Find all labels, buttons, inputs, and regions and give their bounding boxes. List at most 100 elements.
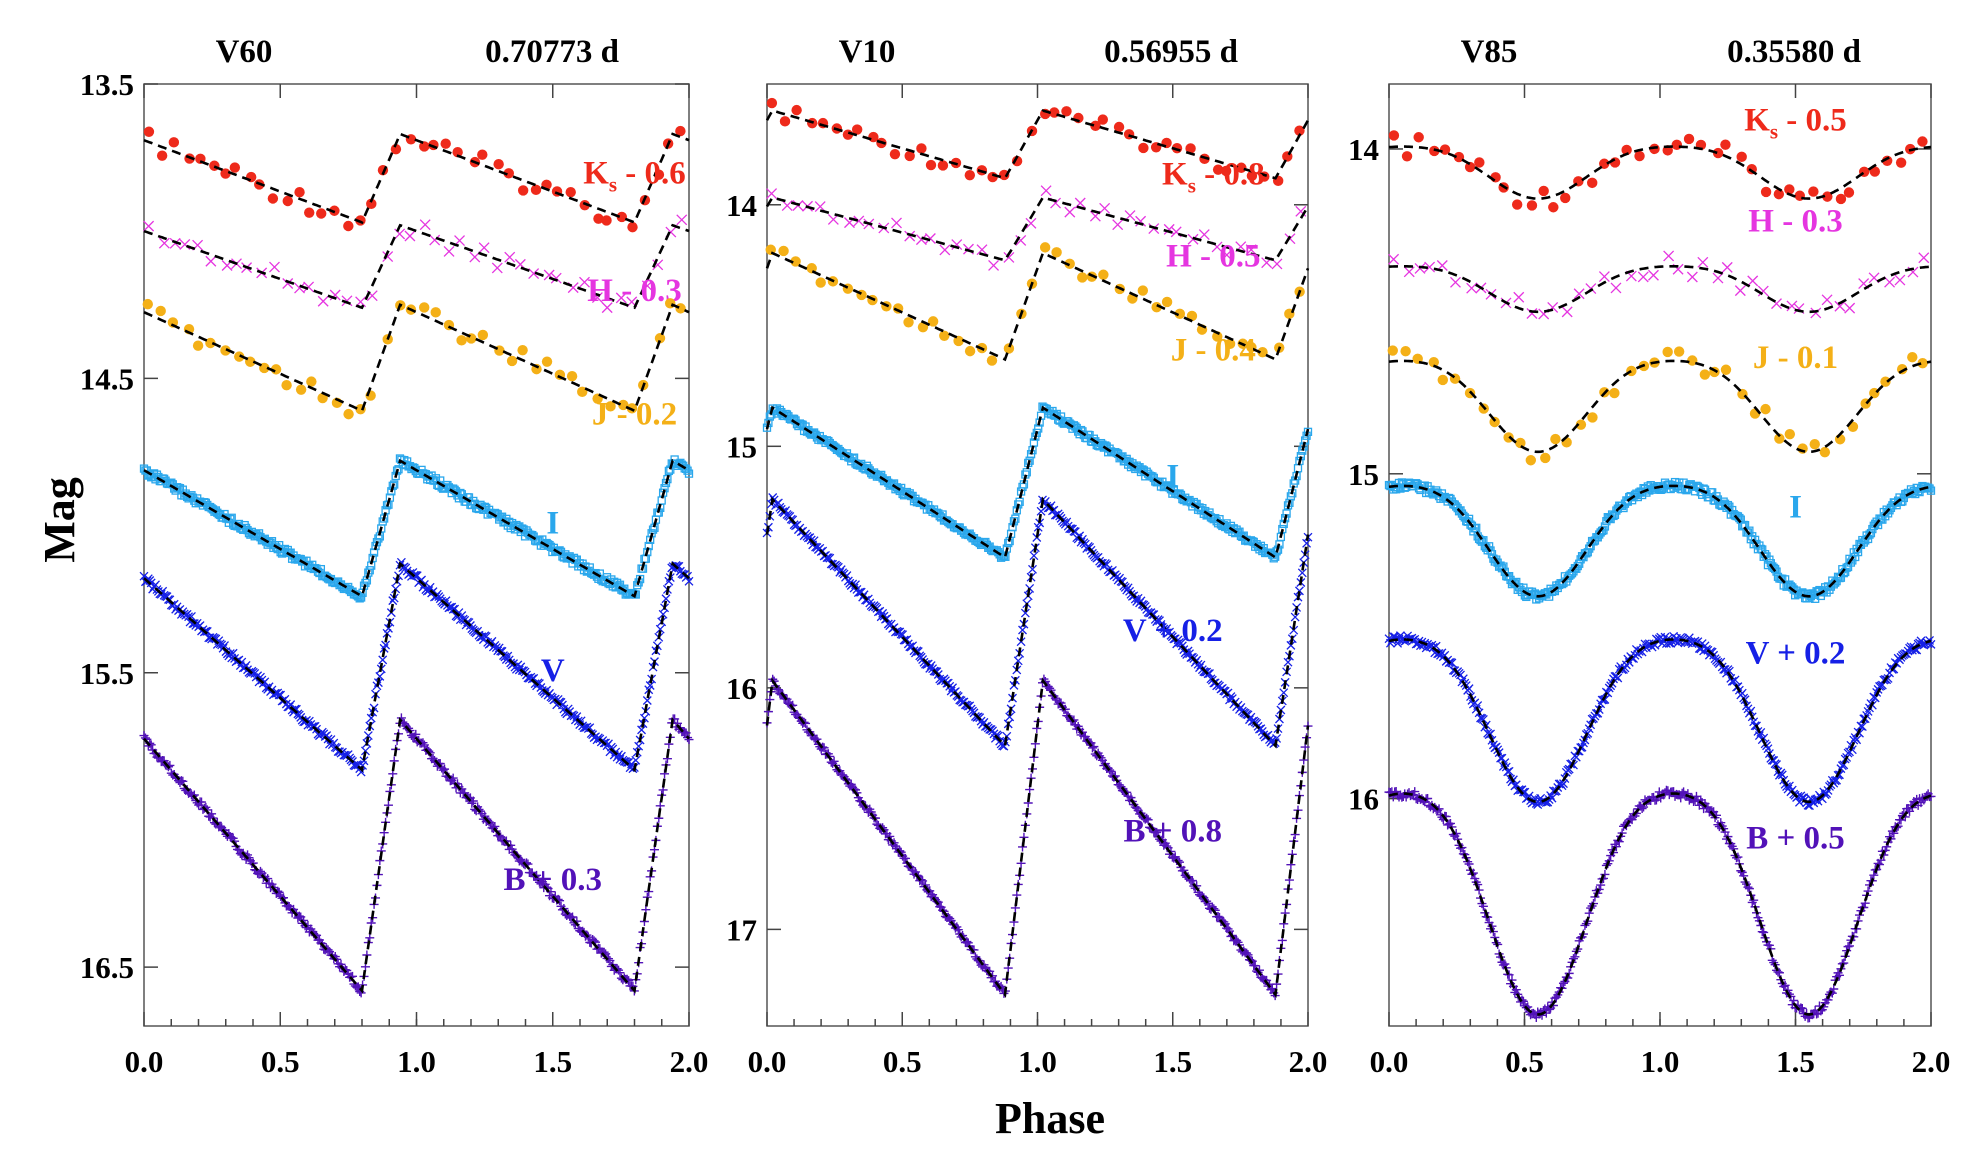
data-point bbox=[359, 756, 369, 766]
data-point bbox=[635, 574, 645, 584]
data-point bbox=[378, 655, 388, 665]
data-point bbox=[1587, 412, 1598, 423]
data-point bbox=[1918, 252, 1930, 264]
model-fit-line bbox=[1388, 265, 1932, 314]
model-fit-line bbox=[143, 561, 690, 773]
data-point bbox=[1895, 157, 1907, 168]
data-point bbox=[1413, 132, 1424, 143]
series-b: B + 0.3 bbox=[139, 713, 694, 998]
data-point bbox=[1279, 688, 1289, 698]
data-point bbox=[452, 147, 463, 158]
x-tick-label: 2.0 bbox=[670, 1044, 709, 1079]
data-point bbox=[1600, 522, 1610, 531]
series-v: V bbox=[139, 557, 694, 777]
data-point bbox=[429, 234, 441, 246]
data-point bbox=[375, 671, 385, 681]
data-point bbox=[430, 307, 441, 318]
y-tick-label: 14 bbox=[726, 188, 757, 223]
x-tick-label: 2.0 bbox=[1289, 1044, 1328, 1079]
data-point bbox=[1039, 242, 1051, 253]
data-point bbox=[1538, 185, 1549, 197]
data-point bbox=[255, 866, 265, 876]
x-tick-label: 0.5 bbox=[261, 1044, 300, 1079]
data-point bbox=[1242, 948, 1252, 958]
data-point bbox=[851, 124, 863, 135]
data-point bbox=[1098, 269, 1109, 280]
data-point bbox=[1220, 165, 1232, 177]
data-point bbox=[303, 281, 315, 293]
data-point bbox=[1151, 302, 1162, 313]
data-point bbox=[443, 245, 455, 257]
data-point bbox=[1880, 376, 1891, 387]
data-point bbox=[1115, 780, 1125, 790]
data-point bbox=[829, 756, 839, 766]
x-tick-label: 1.5 bbox=[533, 1044, 572, 1079]
data-point bbox=[1161, 296, 1173, 308]
data-point bbox=[1808, 186, 1819, 197]
data-point bbox=[1544, 1004, 1554, 1014]
panel-v10: V10 0.56955 d 0.0 0.5 1.0 1.5 2.0 14 15 16 17 Ks - … bbox=[726, 34, 1327, 1079]
data-point bbox=[882, 614, 892, 623]
data-point bbox=[295, 384, 307, 395]
data-point bbox=[1855, 910, 1864, 920]
data-point bbox=[1699, 369, 1711, 380]
data-point bbox=[1835, 193, 1847, 205]
data-point bbox=[1213, 911, 1223, 921]
data-point bbox=[1869, 870, 1879, 880]
data-point bbox=[889, 148, 901, 160]
y-tick-label: 15 bbox=[726, 429, 757, 464]
data-point bbox=[579, 276, 590, 288]
data-point bbox=[1560, 192, 1571, 204]
data-point bbox=[1290, 612, 1300, 622]
data-point bbox=[366, 198, 377, 210]
data-point bbox=[541, 356, 553, 367]
data-point bbox=[419, 141, 430, 152]
data-point bbox=[1547, 793, 1557, 803]
band-label: V + 0.2 bbox=[1123, 613, 1223, 649]
data-point bbox=[1002, 731, 1012, 741]
data-point bbox=[1720, 364, 1732, 375]
data-point bbox=[399, 719, 409, 729]
data-point bbox=[964, 345, 976, 357]
data-point bbox=[1744, 884, 1754, 894]
period-label: 0.70773 d bbox=[485, 34, 619, 70]
data-point bbox=[1163, 223, 1175, 235]
data-point bbox=[684, 735, 694, 745]
data-point bbox=[491, 262, 503, 274]
data-point bbox=[1424, 261, 1436, 273]
data-point bbox=[317, 295, 329, 307]
data-point bbox=[556, 697, 566, 707]
data-point bbox=[1869, 166, 1881, 177]
data-point bbox=[1504, 970, 1514, 980]
data-point bbox=[939, 330, 950, 342]
data-point bbox=[1187, 876, 1197, 886]
data-point bbox=[1414, 263, 1426, 274]
data-point bbox=[394, 465, 403, 474]
band-label: Ks - 0.5 bbox=[1744, 103, 1847, 144]
data-point bbox=[1821, 294, 1833, 306]
data-point bbox=[1917, 357, 1928, 369]
data-point bbox=[988, 260, 1000, 271]
data-point bbox=[639, 713, 649, 723]
data-point bbox=[654, 333, 666, 344]
data-point bbox=[1447, 658, 1457, 668]
data-point bbox=[178, 776, 188, 786]
data-point bbox=[684, 576, 694, 586]
data-point bbox=[504, 251, 516, 263]
data-point bbox=[1774, 968, 1784, 978]
series-ks: Ks - 0.8 bbox=[765, 97, 1310, 197]
data-point bbox=[388, 596, 398, 606]
data-point bbox=[1847, 745, 1857, 755]
data-point bbox=[356, 767, 366, 777]
data-point bbox=[1489, 416, 1500, 428]
data-point bbox=[1720, 827, 1730, 837]
data-point bbox=[477, 329, 489, 341]
series-v: V + 0.2 bbox=[762, 493, 1313, 751]
model-fit-line bbox=[1388, 792, 1932, 1016]
data-point bbox=[419, 302, 430, 313]
data-point bbox=[1647, 269, 1659, 281]
data-point bbox=[917, 321, 929, 333]
data-point bbox=[1472, 523, 1481, 532]
data-point bbox=[419, 740, 429, 750]
model-fit-line bbox=[765, 251, 1310, 362]
